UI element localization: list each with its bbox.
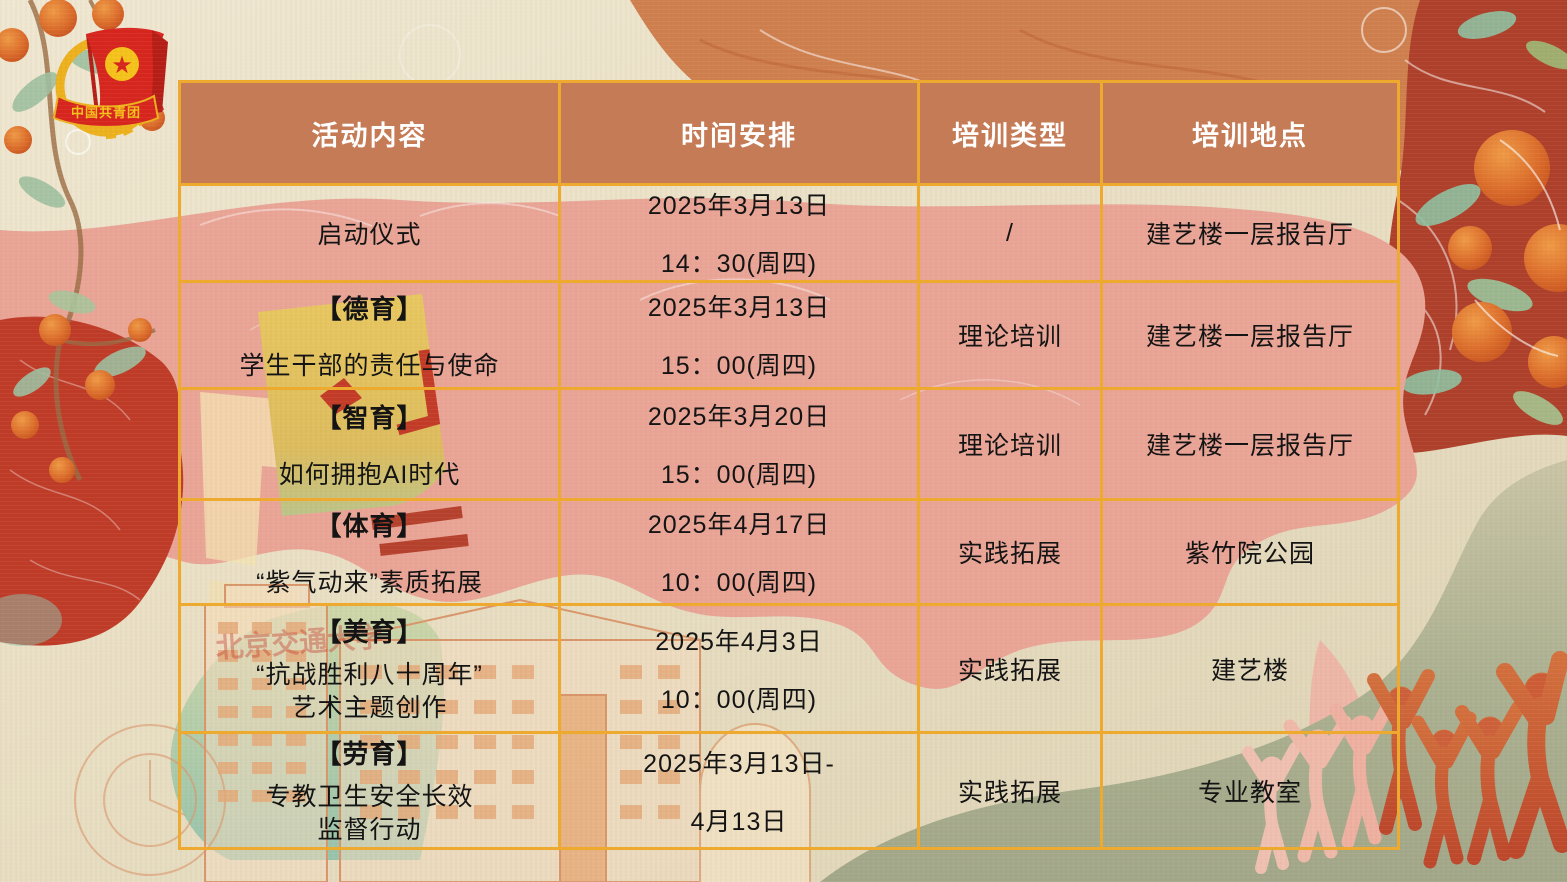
- cell-type: 实践拓展: [917, 603, 1103, 734]
- time-line: 2025年3月13日: [647, 294, 831, 322]
- emblem-banner-text: 中国共青团: [71, 105, 141, 120]
- cell-activity: 启动仪式: [178, 183, 561, 283]
- table-row: 【美育】 “抗战胜利八十周年” 艺术主题创作 2025年4月3日 10：00(周…: [178, 603, 1400, 734]
- svg-text:★: ★: [111, 52, 133, 79]
- table-row: 启动仪式 2025年3月13日 14：30(周四) / 建艺楼一层报告厅: [178, 183, 1400, 283]
- activity-line: “抗战胜利八十周年”: [256, 661, 483, 689]
- time-line: 2025年3月13日-: [643, 749, 835, 778]
- cell-time: 2025年3月13日 15：00(周四): [558, 280, 920, 390]
- col-header-activity: 活动内容: [178, 80, 561, 186]
- cell-time: 2025年4月3日 10：00(周四): [558, 603, 920, 734]
- col-header-location: 培训地点: [1100, 80, 1400, 186]
- activity-line: 艺术主题创作: [291, 694, 448, 722]
- table-row: 【德育】 学生干部的责任与使命 2025年3月13日 15：00(周四) 理论培…: [178, 280, 1400, 390]
- col-header-time: 时间安排: [558, 80, 920, 186]
- activity-tag: 【智育】: [315, 402, 424, 433]
- time-line: 10：00(周四): [660, 569, 818, 597]
- time-line: 2025年4月3日: [655, 627, 823, 656]
- cell-time: 2025年3月13日- 4月13日: [558, 731, 920, 850]
- activity-line: 专教卫生安全长效: [265, 783, 474, 811]
- time-line: 2025年3月20日: [647, 403, 831, 431]
- table-row: 【智育】 如何拥抱AI时代 2025年3月20日 15：00(周四) 理论培训 …: [178, 387, 1400, 501]
- cell-time: 2025年3月13日 14：30(周四): [558, 183, 920, 283]
- activity-line: 监督行动: [317, 816, 422, 844]
- activity-line: 学生干部的责任与使命: [239, 351, 500, 380]
- schedule-table: 活动内容 时间安排 培训类型 培训地点 启动仪式 2025年3月13日 14：3…: [178, 80, 1400, 850]
- cell-location: 专业教室: [1100, 731, 1400, 850]
- time-line: 2025年4月17日: [647, 511, 831, 539]
- time-line: 15：00(周四): [660, 352, 818, 380]
- time-line: 14：30(周四): [660, 250, 818, 278]
- cell-type: 实践拓展: [917, 498, 1103, 606]
- cell-location: 建艺楼一层报告厅: [1100, 280, 1400, 390]
- activity-line: 如何拥抱AI时代: [278, 460, 461, 489]
- left-red-blob: [0, 316, 184, 646]
- cell-location: 建艺楼: [1100, 603, 1400, 734]
- time-line: 2025年3月13日: [647, 192, 831, 220]
- cell-location: 建艺楼一层报告厅: [1100, 387, 1400, 501]
- activity-tag: 【体育】: [315, 510, 424, 541]
- activity-tag: 【德育】: [315, 293, 424, 324]
- cell-activity: 【德育】 学生干部的责任与使命: [178, 280, 561, 390]
- cyl-emblem: ★ 中国共青团: [52, 27, 168, 139]
- activity-line: “紫气动来”素质拓展: [256, 568, 483, 597]
- col-header-type: 培训类型: [917, 80, 1103, 186]
- table-row: 【劳育】 专教卫生安全长效 监督行动 2025年3月13日- 4月13日 实践拓…: [178, 731, 1400, 850]
- cell-time: 2025年3月20日 15：00(周四): [558, 387, 920, 501]
- cell-type: 理论培训: [917, 387, 1103, 501]
- activity-tag: 【美育】: [315, 617, 424, 647]
- activity-tag: 【劳育】: [315, 739, 424, 769]
- cell-activity: 【美育】 “抗战胜利八十周年” 艺术主题创作: [178, 603, 561, 734]
- cell-location: 紫竹院公园: [1100, 498, 1400, 606]
- cell-type: 理论培训: [917, 280, 1103, 390]
- cell-type: /: [917, 183, 1103, 283]
- header-row: 活动内容 时间安排 培训类型 培训地点: [178, 80, 1400, 186]
- time-line: 4月13日: [690, 807, 788, 836]
- cell-time: 2025年4月17日 10：00(周四): [558, 498, 920, 606]
- cell-activity: 【劳育】 专教卫生安全长效 监督行动: [178, 731, 561, 850]
- cell-location: 建艺楼一层报告厅: [1100, 183, 1400, 283]
- activity-line: 启动仪式: [317, 221, 422, 249]
- time-line: 10：00(周四): [660, 685, 818, 714]
- table-row: 【体育】 “紫气动来”素质拓展 2025年4月17日 10：00(周四) 实践拓…: [178, 498, 1400, 606]
- time-line: 15：00(周四): [660, 461, 818, 489]
- cell-activity: 【智育】 如何拥抱AI时代: [178, 387, 561, 501]
- cell-activity: 【体育】 “紫气动来”素质拓展: [178, 498, 561, 606]
- cell-type: 实践拓展: [917, 731, 1103, 850]
